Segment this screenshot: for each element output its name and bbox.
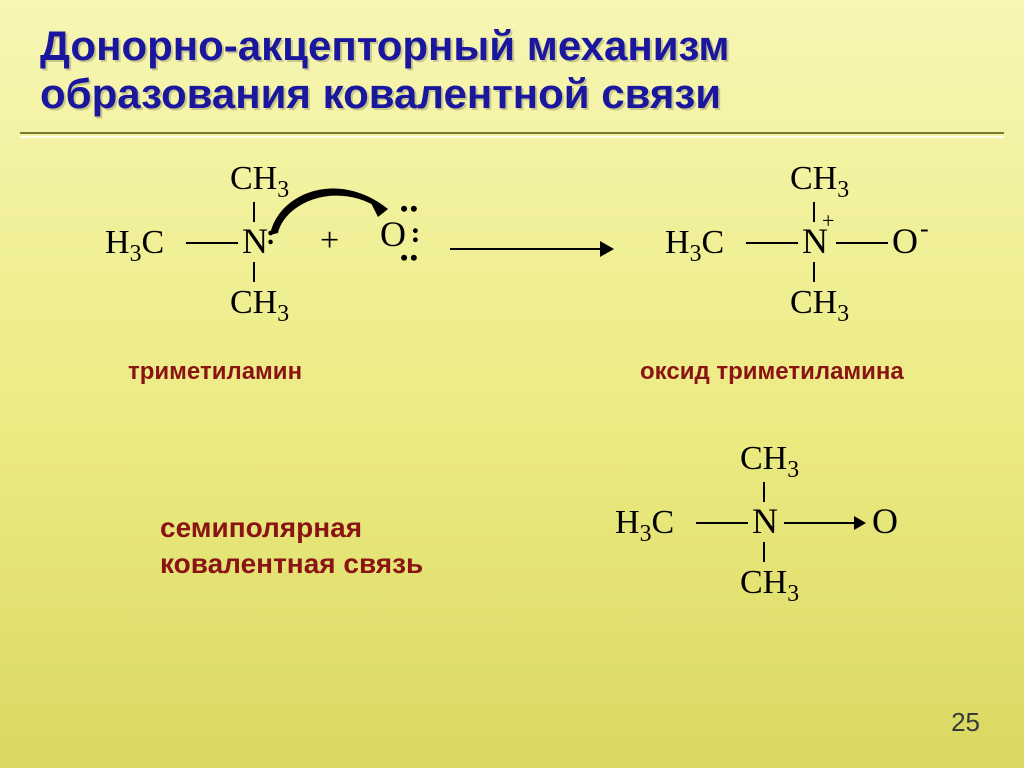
p-ch3-bottom: CH3 bbox=[790, 284, 849, 328]
p-bond-left bbox=[746, 242, 798, 244]
caption-semipolar-l1: семиполярная bbox=[160, 510, 423, 546]
title-underline bbox=[20, 132, 1004, 138]
s-ch3-top: CH3 bbox=[740, 440, 799, 484]
dative-bond-arrow bbox=[784, 516, 866, 530]
caption-trimethylamine-oxide: оксид триметиламина bbox=[640, 358, 904, 386]
oxygen-lp-top: •• bbox=[380, 205, 440, 213]
p-bond-top bbox=[813, 202, 815, 222]
s-oxygen: O bbox=[872, 500, 898, 542]
slide-title: Донорно-акцепторный механизм образования… bbox=[40, 22, 984, 119]
s-ch3-bottom: CH3 bbox=[740, 564, 799, 608]
p-oxygen-charge: - bbox=[920, 214, 929, 244]
p-nitrogen-charge: + bbox=[822, 208, 834, 234]
s-h3c-left: H3C bbox=[615, 504, 674, 548]
p-bond-right bbox=[836, 242, 888, 244]
h3c-left-label: H3C bbox=[105, 224, 164, 261]
plus-sign: + bbox=[320, 222, 339, 260]
s-bond-bottom bbox=[763, 542, 765, 562]
oxygen-lp-bottom: •• bbox=[380, 255, 440, 261]
p-oxygen: O bbox=[892, 220, 918, 262]
slide: Донорно-акцепторный механизм образования… bbox=[0, 0, 1024, 768]
p-bond-bottom bbox=[813, 262, 815, 282]
ch3-bottom: CH3 bbox=[230, 284, 289, 328]
bond-top bbox=[253, 202, 255, 222]
h3c-left: H3C bbox=[105, 224, 164, 268]
reaction-arrow bbox=[450, 241, 614, 257]
bond-left bbox=[186, 242, 238, 244]
nitrogen-center: N bbox=[242, 220, 268, 262]
reactant-oxygen: •• O : •• bbox=[380, 205, 440, 261]
caption-semipolar-l2: ковалентная связь bbox=[160, 546, 423, 582]
s-bond-top bbox=[763, 482, 765, 502]
caption-trimethylamine: триметиламин bbox=[128, 358, 302, 386]
p-ch3-top: CH3 bbox=[790, 160, 849, 204]
structure-semipolar: CH3 H3C N O CH3 bbox=[580, 440, 940, 640]
s-nitrogen: N bbox=[752, 500, 778, 542]
product-trimethylamine-oxide: CH3 H3C N + O - CH3 bbox=[640, 160, 980, 360]
page-number: 25 bbox=[951, 707, 980, 738]
bond-bottom bbox=[253, 262, 255, 282]
p-h3c-left: H3C bbox=[665, 224, 724, 268]
ch3-bottom-label: CH3 bbox=[230, 284, 289, 321]
s-bond-left bbox=[696, 522, 748, 524]
caption-semipolar: семиполярная ковалентная связь bbox=[160, 510, 423, 583]
